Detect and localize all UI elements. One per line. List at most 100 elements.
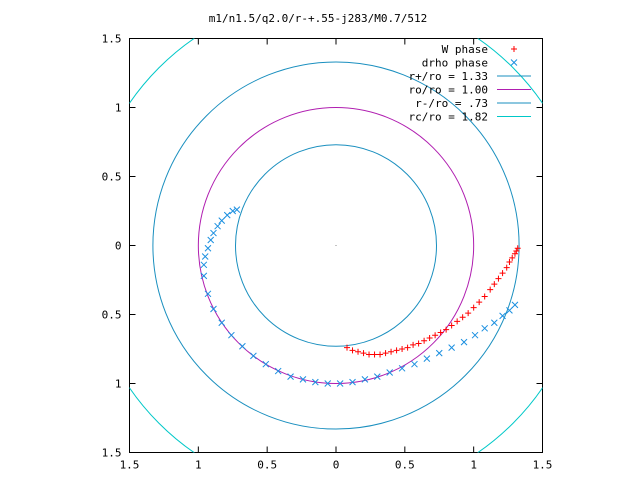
data-point [443, 326, 450, 333]
data-point [233, 206, 241, 213]
data-point [274, 367, 282, 375]
data-point [398, 364, 406, 372]
data-point [448, 344, 455, 351]
legend-label: r-/ro = .73 [415, 97, 488, 110]
data-point [361, 376, 369, 383]
data-point [491, 281, 498, 288]
data-point [432, 332, 439, 339]
data-point [210, 305, 217, 313]
circle-curve [235, 144, 437, 347]
data-point [250, 352, 257, 360]
data-point [476, 299, 483, 306]
data-point [229, 207, 237, 215]
data-point [415, 340, 422, 347]
legend-label: drho phase [422, 57, 488, 70]
data-point [487, 286, 494, 293]
data-point [200, 261, 208, 269]
legend-label: rc/ro = 1.82 [409, 111, 488, 124]
data-point [495, 275, 502, 282]
y-tick-label: 0.5 [102, 171, 122, 184]
data-point [349, 378, 356, 386]
circle-curve [197, 107, 475, 384]
data-point [214, 222, 221, 230]
legend-label: ro/ro = 1.00 [409, 84, 488, 97]
data-point [514, 245, 521, 252]
data-point [393, 347, 400, 354]
data-point [228, 331, 235, 339]
data-point [499, 312, 506, 320]
x-tick-label: 1 [470, 459, 477, 472]
data-points [200, 206, 521, 387]
axis-ticks: 1.5 1 0.5 0 0.5 1 1.51.510.500.511.5 [102, 33, 553, 472]
data-point [411, 360, 418, 368]
x-tick-label: 1.5 [120, 459, 140, 472]
data-point [499, 270, 506, 277]
y-tick-label: 1 [115, 102, 122, 115]
data-point [511, 301, 519, 309]
data-point [503, 264, 510, 271]
data-point [324, 380, 332, 387]
data-point [388, 348, 395, 355]
legend-label: r+/ro = 1.33 [409, 70, 488, 83]
data-point [410, 341, 417, 348]
data-point [204, 290, 212, 298]
reference-circles [129, 38, 543, 453]
chart-title: m1/n1.5/q2.0/r-+.55-j283/M0.7/512 [209, 12, 428, 25]
data-point [344, 344, 351, 351]
data-point [513, 248, 520, 255]
data-point [239, 342, 246, 350]
x-tick-label: 0.5 [395, 459, 415, 472]
data-point [421, 337, 428, 344]
data-point [460, 338, 468, 346]
y-tick-label: 1.5 [102, 33, 122, 46]
data-point [355, 348, 362, 355]
data-point [386, 369, 394, 376]
data-point [382, 350, 389, 357]
data-point [366, 351, 373, 358]
data-point [210, 229, 217, 237]
data-point [218, 319, 226, 327]
data-point [207, 236, 215, 244]
x-tick-label: 0.5 [257, 459, 277, 472]
data-point [200, 272, 208, 280]
data-point [311, 378, 319, 386]
data-point [404, 344, 411, 351]
data-point [506, 259, 513, 266]
x-tick-label: 1.5 [533, 459, 553, 472]
legend-label: W phase [442, 43, 488, 56]
x-tick-label: 1 [195, 459, 202, 472]
data-point [435, 349, 443, 357]
data-point [426, 334, 433, 341]
data-point [506, 307, 513, 314]
y-tick-label: 0.5 [102, 309, 122, 322]
data-point [481, 293, 488, 300]
legend-marker-swatch [510, 59, 518, 66]
data-point [377, 351, 384, 358]
circle-curve [152, 61, 520, 430]
data-point [465, 310, 472, 317]
data-point [349, 347, 356, 354]
data-point [371, 351, 378, 358]
data-point [360, 350, 367, 357]
y-tick-label: 1 [115, 378, 122, 391]
data-point [471, 331, 479, 339]
x-tick-label: 0 [333, 459, 340, 472]
legend-marker-swatch [511, 46, 517, 52]
data-point [287, 373, 294, 380]
data-point [201, 253, 209, 260]
data-point [459, 314, 466, 321]
data-point [204, 244, 212, 252]
data-point [490, 319, 498, 327]
data-point [470, 304, 477, 311]
data-point [511, 250, 518, 257]
data-point [299, 376, 307, 383]
data-point [423, 355, 431, 363]
data-point [262, 360, 270, 368]
data-point [481, 324, 489, 332]
data-point [454, 318, 461, 325]
data-point [218, 217, 226, 225]
data-point [399, 346, 406, 352]
data-point [437, 329, 444, 336]
data-point [448, 322, 455, 329]
